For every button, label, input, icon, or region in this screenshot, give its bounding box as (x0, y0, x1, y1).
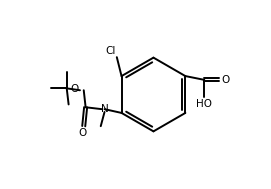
Text: Cl: Cl (105, 46, 116, 56)
Text: O: O (79, 129, 87, 138)
Text: N: N (101, 104, 108, 114)
Text: HO: HO (196, 99, 212, 109)
Text: O: O (71, 84, 79, 94)
Text: O: O (221, 75, 229, 85)
